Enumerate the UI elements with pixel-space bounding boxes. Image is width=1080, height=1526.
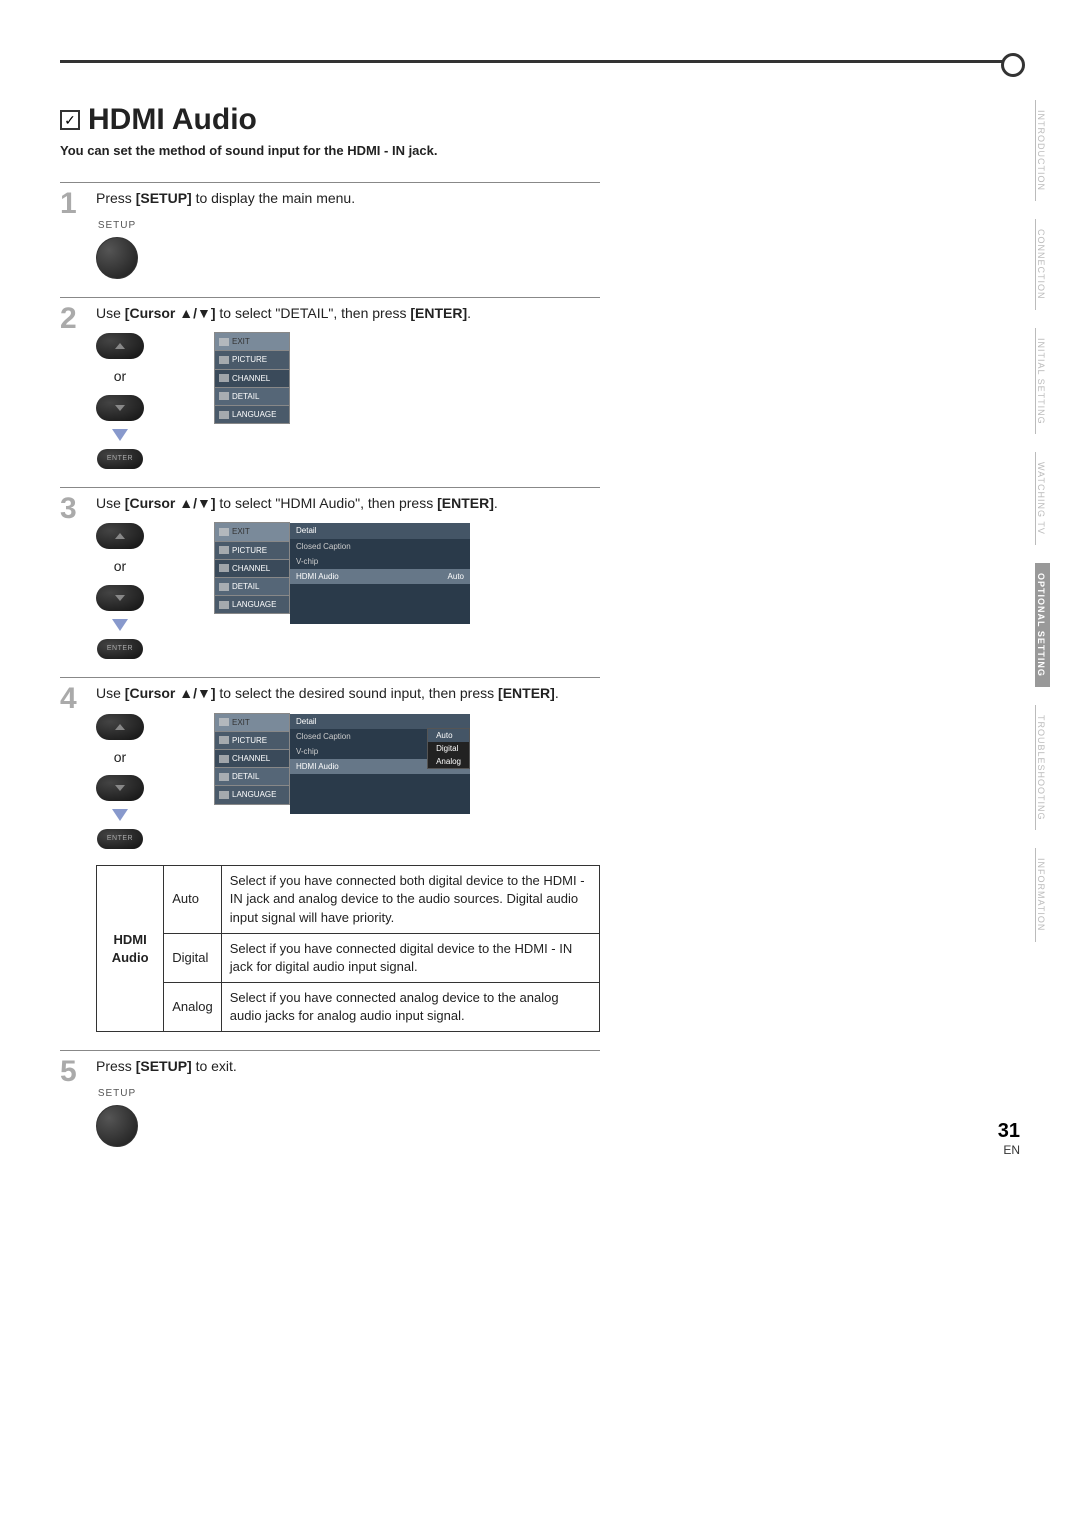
main-content: ✓ HDMI Audio You can set the method of s…: [60, 103, 600, 1147]
tab-optional-setting[interactable]: OPTIONAL SETTING: [1035, 563, 1050, 687]
step-number: 3: [60, 494, 84, 659]
option-label: Auto: [164, 866, 221, 934]
osd-exit: EXIT: [214, 332, 290, 351]
hdmi-audio-table: HDMI Audio Auto Select if you have conne…: [96, 865, 600, 1032]
remote-cursor: or ENTER: [96, 333, 144, 469]
cursor-down-icon: [96, 775, 144, 801]
setup-button-icon: [96, 1105, 138, 1147]
cursor-up-icon: [96, 714, 144, 740]
setup-button-icon: [96, 237, 138, 279]
option-desc: Select if you have connected analog devi…: [221, 983, 599, 1032]
osd-picture: PICTURE: [214, 350, 290, 369]
enter-button-icon: ENTER: [97, 449, 143, 469]
section-tabs: INTRODUCTION CONNECTION INITIAL SETTING …: [1035, 100, 1050, 942]
option-desc: Select if you have connected both digita…: [221, 866, 599, 934]
remote-cursor: or ENTER: [96, 523, 144, 659]
title-row: ✓ HDMI Audio: [60, 103, 600, 137]
step-text: Use [Cursor ▲/▼] to select "DETAIL", the…: [96, 304, 600, 469]
cursor-up-icon: [96, 523, 144, 549]
arrow-down-icon: [112, 429, 128, 441]
tab-troubleshooting[interactable]: TROUBLESHOOTING: [1035, 705, 1050, 831]
osd-language: LANGUAGE: [214, 405, 290, 424]
arrow-down-icon: [112, 619, 128, 631]
step-5: 5 Press [SETUP] to exit. SETUP: [60, 1050, 600, 1147]
tab-watching-tv[interactable]: WATCHING TV: [1035, 452, 1050, 545]
step-number: 5: [60, 1057, 84, 1147]
or-label: or: [114, 367, 126, 387]
subtitle: You can set the method of sound input fo…: [60, 143, 600, 158]
tab-introduction[interactable]: INTRODUCTION: [1035, 100, 1050, 201]
checkbox-icon: ✓: [60, 110, 80, 130]
manual-page: ✓ HDMI Audio You can set the method of s…: [0, 0, 1080, 1187]
step-number: 4: [60, 684, 84, 1033]
osd-options-illustration: EXIT PICTURE CHANNEL DETAIL LANGUAGE Det…: [214, 714, 470, 815]
option-label: Analog: [164, 983, 221, 1032]
remote-setup: SETUP: [96, 219, 138, 279]
osd-detail-illustration: EXIT PICTURE CHANNEL DETAIL LANGUAGE Det…: [214, 523, 470, 624]
osd-option-list: Auto Digital Analog: [427, 728, 470, 770]
step-text: Use [Cursor ▲/▼] to select the desired s…: [96, 684, 600, 1033]
osd-detail: DETAIL: [214, 387, 290, 406]
step-number: 1: [60, 189, 84, 279]
osd-channel: CHANNEL: [214, 369, 290, 388]
tab-initial-setting[interactable]: INITIAL SETTING: [1035, 328, 1050, 435]
setup-label: SETUP: [98, 219, 136, 233]
step-4: 4 Use [Cursor ▲/▼] to select the desired…: [60, 677, 600, 1033]
remote-setup: SETUP: [96, 1087, 138, 1147]
step-text: Use [Cursor ▲/▼] to select "HDMI Audio",…: [96, 494, 600, 659]
step-text: Press [SETUP] to display the main menu. …: [96, 189, 600, 279]
page-number: 31: [998, 1120, 1020, 1143]
table-row-header: HDMI Audio: [97, 866, 164, 1032]
step-3: 3 Use [Cursor ▲/▼] to select "HDMI Audio…: [60, 487, 600, 659]
step-text: Press [SETUP] to exit. SETUP: [96, 1057, 600, 1147]
tab-information[interactable]: INFORMATION: [1035, 848, 1050, 941]
enter-button-icon: ENTER: [97, 829, 143, 849]
cursor-down-icon: [96, 395, 144, 421]
page-title: HDMI Audio: [88, 103, 257, 137]
option-desc: Select if you have connected digital dev…: [221, 933, 599, 982]
cursor-up-icon: [96, 333, 144, 359]
step-2: 2 Use [Cursor ▲/▼] to select "DETAIL", t…: [60, 297, 600, 469]
tab-connection[interactable]: CONNECTION: [1035, 219, 1050, 310]
cursor-down-icon: [96, 585, 144, 611]
option-label: Digital: [164, 933, 221, 982]
remote-cursor: or ENTER: [96, 714, 144, 850]
header-rule: [60, 60, 1020, 63]
step-number: 2: [60, 304, 84, 469]
page-footer: 31 EN: [998, 1120, 1020, 1157]
osd-menu-illustration: EXIT PICTURE CHANNEL DETAIL LANGUAGE: [214, 333, 290, 424]
step-1: 1 Press [SETUP] to display the main menu…: [60, 182, 600, 279]
enter-button-icon: ENTER: [97, 639, 143, 659]
arrow-down-icon: [112, 809, 128, 821]
page-language: EN: [998, 1143, 1020, 1157]
